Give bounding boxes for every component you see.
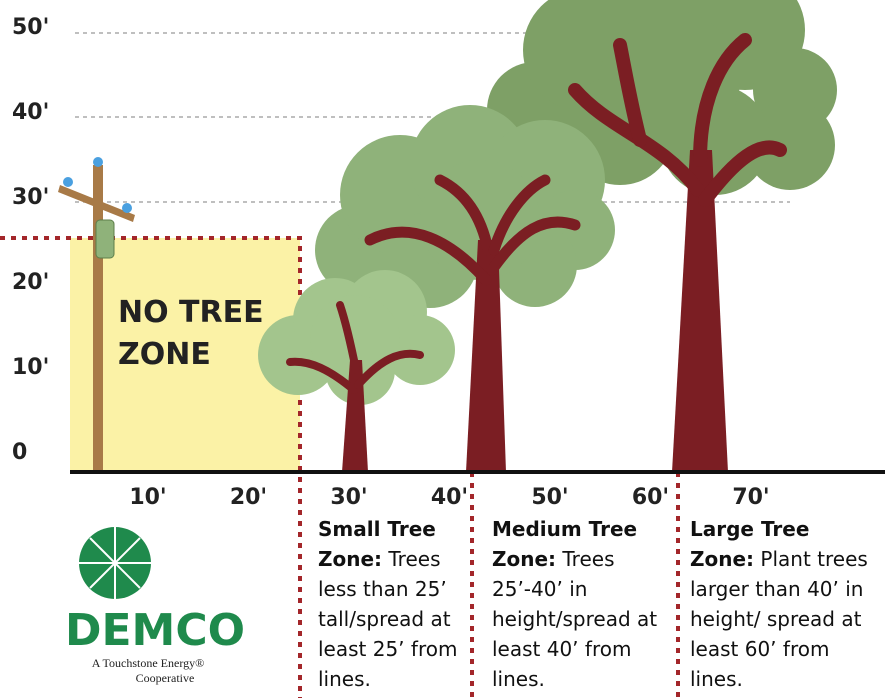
x-axis-label: 30' xyxy=(330,485,367,510)
y-axis-label: 20' xyxy=(12,270,49,295)
logo-tagline: A Touchstone Energy® xyxy=(92,656,205,670)
logo: DEMCO A Touchstone Energy® Cooperative xyxy=(65,527,245,685)
zone-description: Medium Tree Zone: Trees 25’-40’ in heigh… xyxy=(492,514,662,694)
x-axis-label: 40' xyxy=(431,485,468,510)
logo-tagline: Cooperative xyxy=(136,671,195,685)
zone-description: Small Tree Zone: Trees less than 25’ tal… xyxy=(318,514,468,694)
y-axis-label: 40' xyxy=(12,100,49,125)
page: NO TREE ZONE xyxy=(0,0,885,698)
x-axis-label: 20' xyxy=(230,485,267,510)
x-axis-label: 70' xyxy=(732,485,769,510)
zone-description: Large Tree Zone: Plant trees larger than… xyxy=(690,514,880,694)
x-axis-label: 50' xyxy=(531,485,568,510)
y-axis-label: 0 xyxy=(12,440,27,465)
x-axis-label: 10' xyxy=(129,485,166,510)
y-axis-label: 10' xyxy=(12,355,49,380)
no-tree-zone-label: ZONE xyxy=(118,337,211,372)
y-axis-label: 50' xyxy=(12,15,49,40)
y-axis-label: 30' xyxy=(12,185,49,210)
logo-name: DEMCO xyxy=(65,605,245,656)
x-axis-label: 60' xyxy=(632,485,669,510)
no-tree-zone-label: NO TREE xyxy=(118,295,264,330)
